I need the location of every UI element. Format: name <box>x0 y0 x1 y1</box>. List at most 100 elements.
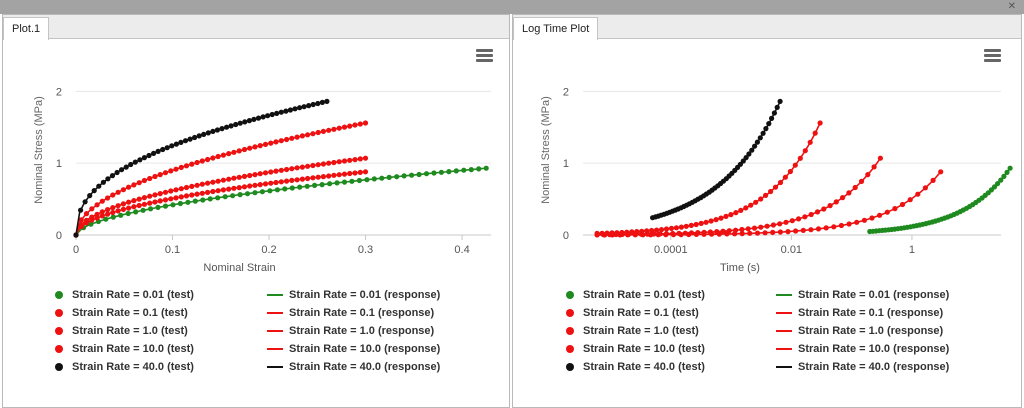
test-point <box>777 179 784 186</box>
test-point <box>752 143 758 149</box>
test-point <box>766 121 772 127</box>
test-point <box>758 196 764 202</box>
test-point <box>733 210 739 216</box>
legend-marker-line <box>776 366 792 368</box>
test-point <box>827 203 833 209</box>
test-point <box>205 189 211 195</box>
test-point <box>178 186 184 192</box>
test-point <box>200 197 206 203</box>
test-point <box>164 145 170 151</box>
test-point <box>219 126 225 132</box>
test-point <box>757 135 763 141</box>
test-point <box>241 146 248 153</box>
tab-plot-1[interactable]: Plot.1 <box>3 17 50 40</box>
test-point <box>183 163 190 169</box>
test-point <box>267 188 273 194</box>
test-point <box>871 164 877 170</box>
test-point <box>260 114 266 120</box>
test-point <box>749 147 755 153</box>
test-point <box>282 186 288 192</box>
test-point <box>401 173 407 179</box>
test-point <box>94 202 100 208</box>
test-point <box>189 192 195 198</box>
test-point <box>785 229 791 235</box>
test-point <box>865 172 871 178</box>
test-point <box>192 198 198 204</box>
test-point <box>594 230 600 236</box>
test-point <box>136 196 142 202</box>
test-point <box>168 168 174 174</box>
test-point <box>877 155 883 161</box>
test-point <box>483 165 489 171</box>
test-point <box>152 192 158 198</box>
test-point <box>183 193 190 199</box>
test-point <box>683 223 689 229</box>
test-point <box>114 169 120 176</box>
test-point <box>352 122 358 128</box>
test-point <box>938 169 944 175</box>
test-point <box>220 177 226 183</box>
test-point <box>800 227 806 233</box>
test-point <box>299 176 305 182</box>
test-point <box>682 230 688 236</box>
test-point <box>83 211 90 217</box>
test-point <box>758 224 764 230</box>
test-point <box>237 192 243 198</box>
test-point <box>125 210 131 217</box>
test-point <box>783 219 789 225</box>
test-point <box>301 104 307 110</box>
test-point <box>231 185 237 191</box>
test-point <box>770 229 776 235</box>
test-point <box>126 205 132 211</box>
test-point <box>194 191 200 197</box>
test-point <box>852 184 858 191</box>
test-point <box>701 229 707 235</box>
legend-label: Strain Rate = 0.01 (test) <box>72 289 194 301</box>
x-tick-label: 0.0001 <box>654 244 688 256</box>
test-point <box>299 164 305 170</box>
test-point <box>676 230 682 236</box>
test-point <box>178 194 184 200</box>
test-point <box>386 174 392 180</box>
test-point <box>324 98 330 104</box>
test-point <box>226 176 232 182</box>
y-axis-label: Nominal Stress (MPa) <box>540 96 552 204</box>
test-point <box>599 230 605 236</box>
test-point <box>278 109 284 115</box>
test-point <box>821 206 827 212</box>
test-point <box>326 160 332 166</box>
x-tick-label: 1 <box>909 244 915 256</box>
legend-label: Strain Rate = 1.0 (test) <box>583 325 699 337</box>
test-point <box>371 176 377 182</box>
test-point <box>670 230 676 237</box>
test-point <box>257 182 263 188</box>
test-point <box>733 227 739 233</box>
test-point <box>792 162 798 168</box>
test-point <box>147 200 153 206</box>
test-point <box>907 197 913 203</box>
test-point <box>274 187 280 193</box>
test-point <box>305 132 311 138</box>
test-point <box>739 231 745 237</box>
test-point <box>326 173 332 179</box>
close-icon[interactable]: ✕ <box>1007 1 1016 12</box>
chart-menu-icon[interactable] <box>476 49 493 63</box>
legend-marker-dot <box>55 291 63 299</box>
test-point <box>315 129 321 136</box>
test-point <box>220 187 226 193</box>
test-point <box>273 179 279 186</box>
test-point <box>431 170 437 176</box>
test-point <box>713 217 719 223</box>
test-point <box>738 207 744 213</box>
test-point <box>320 128 326 134</box>
test-point <box>131 182 137 188</box>
test-point <box>644 228 650 234</box>
test-point <box>207 196 213 202</box>
tab-log-time-plot[interactable]: Log Time Plot <box>513 17 599 40</box>
test-point <box>182 138 189 144</box>
chart-menu-icon[interactable] <box>984 49 1001 63</box>
test-point <box>110 209 116 216</box>
legend-marker-line <box>267 294 283 296</box>
test-point <box>347 157 353 163</box>
test-point <box>297 105 303 111</box>
